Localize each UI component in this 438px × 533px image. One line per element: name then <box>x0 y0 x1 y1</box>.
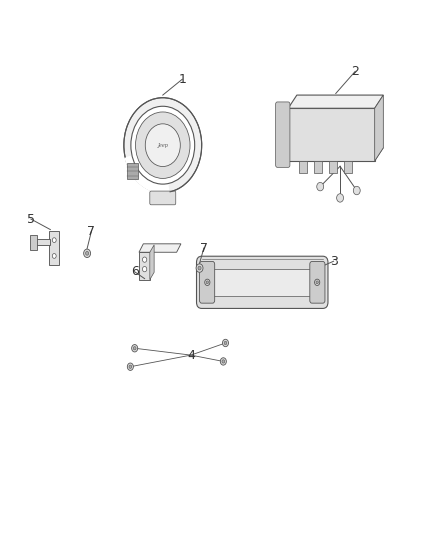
Circle shape <box>142 257 147 262</box>
Bar <box>30 236 36 250</box>
Bar <box>344 161 352 173</box>
Circle shape <box>314 279 320 286</box>
Circle shape <box>198 266 201 270</box>
Circle shape <box>84 249 91 257</box>
Wedge shape <box>124 145 170 193</box>
FancyBboxPatch shape <box>276 102 290 167</box>
FancyBboxPatch shape <box>197 256 328 309</box>
Circle shape <box>337 193 343 202</box>
Circle shape <box>129 365 132 368</box>
Circle shape <box>222 360 225 363</box>
Polygon shape <box>139 252 150 280</box>
Polygon shape <box>288 95 383 108</box>
Polygon shape <box>288 148 383 161</box>
FancyBboxPatch shape <box>200 262 215 303</box>
FancyBboxPatch shape <box>310 262 325 303</box>
Circle shape <box>145 124 180 166</box>
Text: Jeep: Jeep <box>157 143 168 148</box>
Bar <box>299 161 307 173</box>
Polygon shape <box>150 245 154 280</box>
Circle shape <box>132 344 138 352</box>
Circle shape <box>224 341 227 345</box>
Bar <box>209 269 315 296</box>
Circle shape <box>142 266 147 272</box>
Circle shape <box>220 358 226 365</box>
Circle shape <box>85 252 88 255</box>
FancyBboxPatch shape <box>150 191 176 205</box>
Circle shape <box>135 112 190 179</box>
Polygon shape <box>288 108 374 161</box>
Circle shape <box>206 281 208 284</box>
Bar <box>127 164 138 179</box>
Circle shape <box>353 187 360 195</box>
Circle shape <box>205 279 210 286</box>
Bar <box>329 161 337 173</box>
Circle shape <box>133 346 136 350</box>
Text: 2: 2 <box>351 65 359 78</box>
Text: 7: 7 <box>200 241 208 255</box>
Polygon shape <box>374 95 383 161</box>
Bar <box>49 231 59 265</box>
Circle shape <box>131 106 195 184</box>
Circle shape <box>127 363 134 370</box>
Bar <box>314 161 322 173</box>
Polygon shape <box>139 244 181 252</box>
Circle shape <box>124 98 202 192</box>
Circle shape <box>317 182 324 191</box>
Circle shape <box>196 264 203 272</box>
Circle shape <box>52 254 56 259</box>
Text: 4: 4 <box>187 349 195 361</box>
Text: 3: 3 <box>330 255 338 268</box>
Text: 1: 1 <box>178 73 186 86</box>
Text: 5: 5 <box>27 213 35 225</box>
Circle shape <box>316 281 318 284</box>
Bar <box>35 239 50 245</box>
Circle shape <box>52 238 56 243</box>
Text: 7: 7 <box>88 225 95 238</box>
Text: 6: 6 <box>131 265 138 278</box>
Circle shape <box>223 340 229 346</box>
